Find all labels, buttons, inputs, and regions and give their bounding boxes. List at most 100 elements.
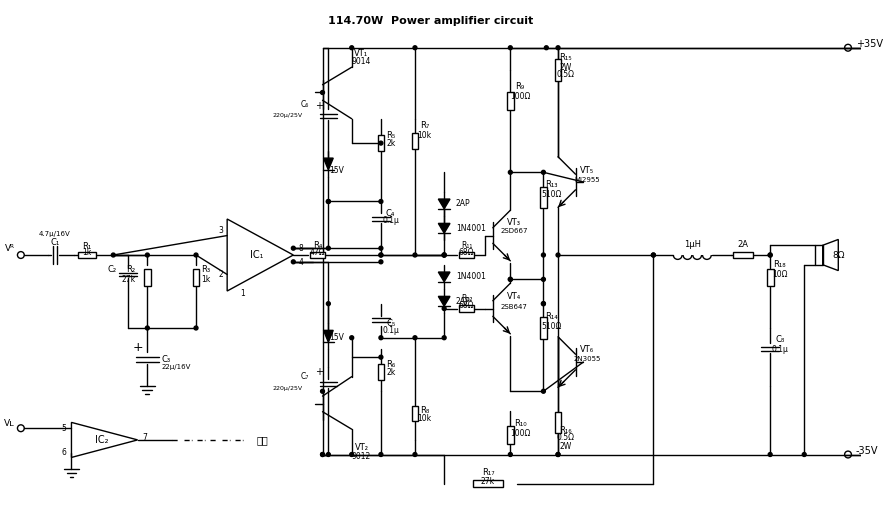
- Circle shape: [194, 326, 198, 330]
- Bar: [378, 135, 384, 151]
- Circle shape: [146, 253, 149, 257]
- Circle shape: [556, 253, 560, 257]
- Text: IC₁: IC₁: [250, 250, 263, 260]
- Text: 2AP: 2AP: [456, 199, 471, 208]
- Text: 4.7μ/16V: 4.7μ/16V: [39, 230, 71, 237]
- Text: 0.1μ: 0.1μ: [772, 345, 789, 354]
- Text: 0.1μ: 0.1μ: [382, 327, 399, 335]
- Circle shape: [442, 253, 446, 257]
- Text: C₄: C₄: [386, 208, 396, 218]
- Bar: [79, 251, 95, 259]
- Bar: [815, 245, 823, 265]
- Text: 10Ω: 10Ω: [772, 270, 788, 279]
- Text: 2AP: 2AP: [456, 297, 471, 306]
- Circle shape: [442, 253, 446, 257]
- Bar: [459, 305, 474, 312]
- Circle shape: [350, 336, 354, 340]
- Text: VT₁: VT₁: [354, 49, 368, 58]
- Text: 220μ/25V: 220μ/25V: [273, 386, 303, 391]
- Circle shape: [327, 199, 330, 203]
- Circle shape: [541, 170, 546, 174]
- Text: 114.70W  Power amplifier circuit: 114.70W Power amplifier circuit: [328, 16, 533, 27]
- Circle shape: [321, 453, 324, 456]
- Text: 2N3055: 2N3055: [574, 356, 601, 362]
- Circle shape: [379, 336, 383, 340]
- Text: +: +: [314, 101, 322, 111]
- Circle shape: [327, 199, 330, 203]
- Text: R₂: R₂: [126, 265, 136, 274]
- Text: R₇: R₇: [420, 121, 429, 130]
- Text: 4: 4: [298, 258, 303, 267]
- Circle shape: [509, 277, 512, 281]
- Polygon shape: [438, 296, 450, 306]
- Text: 2W: 2W: [560, 442, 572, 451]
- Text: 9014: 9014: [351, 57, 371, 66]
- Circle shape: [652, 253, 655, 257]
- Circle shape: [768, 253, 772, 257]
- Text: 0.1μ: 0.1μ: [382, 217, 399, 225]
- Bar: [411, 406, 419, 422]
- Circle shape: [509, 277, 512, 281]
- Text: Vʟ: Vʟ: [4, 419, 15, 428]
- Text: 2A: 2A: [737, 240, 749, 249]
- Text: 0.5Ω: 0.5Ω: [557, 433, 575, 443]
- Circle shape: [379, 453, 383, 456]
- Text: 8Ω: 8Ω: [832, 250, 844, 260]
- Circle shape: [541, 277, 546, 281]
- Text: 68Ω: 68Ω: [459, 248, 474, 257]
- Text: 9012: 9012: [351, 452, 371, 461]
- Text: 22μ/16V: 22μ/16V: [162, 364, 192, 370]
- Text: 27k: 27k: [122, 275, 136, 284]
- Text: 2k: 2k: [386, 368, 396, 377]
- Text: 100Ω: 100Ω: [509, 92, 531, 101]
- Circle shape: [803, 453, 806, 456]
- Circle shape: [556, 46, 560, 50]
- Polygon shape: [438, 272, 450, 282]
- Bar: [411, 133, 419, 149]
- Text: 2: 2: [218, 270, 223, 279]
- Circle shape: [291, 246, 295, 250]
- Text: VT₂: VT₂: [354, 443, 368, 452]
- Circle shape: [545, 46, 548, 50]
- Text: 1N4001: 1N4001: [456, 272, 486, 282]
- Circle shape: [379, 260, 383, 264]
- Text: IC₂: IC₂: [94, 435, 109, 445]
- Text: R₁₃: R₁₃: [545, 180, 557, 190]
- Text: R₁₅: R₁₅: [560, 53, 572, 62]
- Polygon shape: [323, 330, 333, 342]
- Text: R₁₄: R₁₄: [545, 312, 557, 321]
- Circle shape: [379, 141, 383, 145]
- Text: 1N4001: 1N4001: [456, 224, 486, 233]
- Bar: [555, 59, 562, 81]
- Text: 1: 1: [240, 289, 245, 298]
- Text: 2SD667: 2SD667: [501, 228, 528, 234]
- Text: 15V: 15V: [329, 166, 344, 175]
- Text: VT₆: VT₆: [580, 345, 594, 354]
- Text: 15V: 15V: [329, 333, 344, 342]
- Text: 47Ω: 47Ω: [310, 248, 326, 257]
- Text: R₈: R₈: [420, 406, 429, 415]
- Text: +: +: [314, 367, 322, 377]
- Text: R₃: R₃: [201, 265, 210, 274]
- Text: +: +: [132, 341, 143, 354]
- Text: 510Ω: 510Ω: [541, 190, 562, 199]
- Text: -35V: -35V: [856, 446, 879, 456]
- Text: 8: 8: [298, 244, 303, 253]
- Bar: [507, 92, 514, 110]
- Text: 6: 6: [62, 448, 66, 457]
- Text: 510Ω: 510Ω: [541, 321, 562, 331]
- Circle shape: [379, 199, 383, 203]
- Circle shape: [350, 453, 354, 456]
- Circle shape: [321, 389, 324, 393]
- Circle shape: [413, 336, 417, 340]
- Text: C₆: C₆: [300, 100, 309, 109]
- Text: Vᴿ: Vᴿ: [5, 244, 15, 253]
- Circle shape: [379, 253, 383, 257]
- Circle shape: [350, 46, 354, 50]
- Text: R₁₆: R₁₆: [560, 426, 572, 435]
- Text: 27k: 27k: [481, 477, 495, 486]
- Text: 2SB647: 2SB647: [501, 304, 528, 310]
- Bar: [144, 269, 151, 286]
- Text: C₅: C₅: [386, 319, 396, 328]
- Bar: [507, 426, 514, 444]
